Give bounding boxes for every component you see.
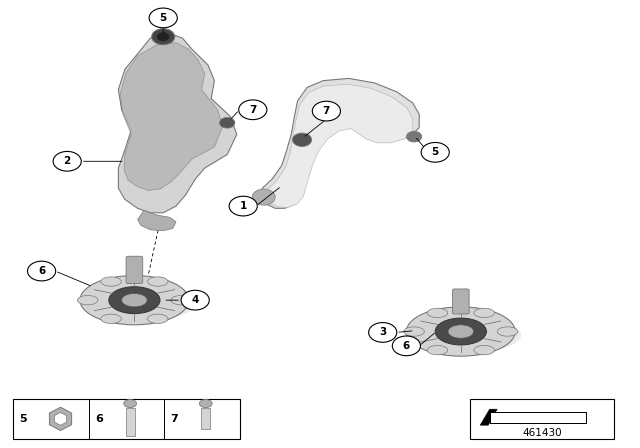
Ellipse shape (474, 345, 494, 355)
Ellipse shape (109, 287, 160, 314)
FancyBboxPatch shape (452, 289, 469, 314)
Circle shape (252, 189, 275, 205)
Ellipse shape (124, 400, 136, 408)
Polygon shape (490, 412, 586, 422)
Text: 4: 4 (191, 295, 199, 305)
Ellipse shape (407, 317, 521, 353)
Circle shape (421, 142, 449, 162)
FancyBboxPatch shape (125, 408, 134, 436)
Text: 5: 5 (159, 13, 167, 23)
Text: 7: 7 (249, 105, 257, 115)
Polygon shape (480, 409, 497, 425)
Ellipse shape (147, 277, 168, 286)
Ellipse shape (199, 400, 212, 408)
Text: 6: 6 (38, 266, 45, 276)
FancyBboxPatch shape (470, 399, 614, 439)
FancyBboxPatch shape (13, 399, 240, 439)
Text: 2: 2 (63, 156, 71, 166)
Circle shape (369, 323, 397, 342)
Circle shape (229, 196, 257, 216)
Circle shape (312, 101, 340, 121)
Polygon shape (118, 34, 237, 213)
Ellipse shape (80, 276, 189, 325)
Polygon shape (54, 413, 67, 425)
Text: 7: 7 (170, 414, 178, 424)
Polygon shape (138, 211, 176, 231)
Circle shape (292, 133, 312, 146)
Ellipse shape (81, 286, 195, 322)
Text: 5: 5 (431, 147, 439, 157)
Ellipse shape (497, 327, 518, 336)
Ellipse shape (448, 325, 474, 338)
Text: 6: 6 (403, 341, 410, 351)
Circle shape (239, 100, 267, 120)
Ellipse shape (147, 314, 168, 323)
Polygon shape (49, 407, 72, 431)
Ellipse shape (428, 345, 448, 355)
Ellipse shape (474, 308, 494, 318)
Ellipse shape (404, 327, 424, 336)
Ellipse shape (428, 308, 448, 318)
Polygon shape (261, 78, 419, 208)
Ellipse shape (100, 314, 121, 323)
Polygon shape (266, 84, 413, 207)
Circle shape (152, 29, 175, 45)
Text: 7: 7 (323, 106, 330, 116)
FancyBboxPatch shape (201, 408, 210, 429)
Circle shape (220, 117, 235, 128)
Text: 6: 6 (95, 414, 103, 424)
Text: 3: 3 (379, 327, 387, 337)
Ellipse shape (101, 277, 122, 286)
Circle shape (53, 151, 81, 171)
Text: 5: 5 (19, 414, 27, 424)
Text: 1: 1 (239, 201, 247, 211)
Circle shape (392, 336, 420, 356)
Ellipse shape (171, 296, 191, 305)
Circle shape (149, 8, 177, 28)
Ellipse shape (122, 293, 147, 307)
Circle shape (181, 290, 209, 310)
Ellipse shape (77, 296, 98, 305)
Ellipse shape (406, 307, 515, 356)
Circle shape (28, 261, 56, 281)
Text: 461430: 461430 (523, 428, 562, 438)
Circle shape (157, 32, 170, 41)
Polygon shape (120, 43, 223, 190)
FancyBboxPatch shape (126, 256, 143, 284)
Circle shape (406, 131, 422, 142)
Ellipse shape (435, 318, 486, 345)
